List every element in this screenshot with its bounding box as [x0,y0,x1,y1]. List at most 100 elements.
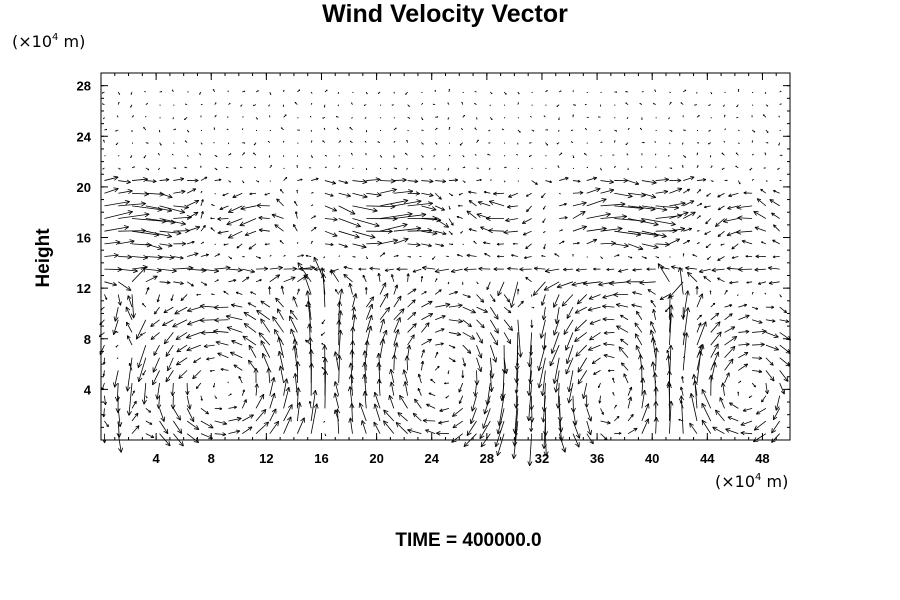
wind-vector [310,215,316,219]
vector-head [179,283,184,286]
vector-head [148,411,151,413]
vector-head [697,322,702,326]
vector-head [444,382,446,384]
wind-vector [407,191,420,196]
vector-head [102,414,105,418]
vector-head [307,323,310,329]
vector-head [199,303,205,307]
wind-vector [485,215,505,222]
vector-shaft [228,268,243,271]
vector-head [680,201,686,204]
vector-shaft [172,383,174,396]
wind-vector [586,187,601,194]
wind-vector [242,426,253,435]
vector-head [399,394,404,399]
wind-vector [186,154,189,157]
vector-head [104,439,107,444]
wind-vector [681,142,684,145]
vector-shaft [159,420,169,434]
wind-vector [552,357,560,384]
vector-shaft [526,205,532,212]
wind-vector [650,337,657,358]
vector-head [144,193,149,197]
vector-head [608,283,614,286]
vector-head [314,227,317,230]
vector-head [140,228,146,232]
wind-vector [196,293,201,296]
wind-vector [494,420,505,448]
vector-head [471,334,476,340]
vector-head [373,421,378,426]
vector-head [314,215,316,218]
vector-head [389,381,392,387]
vector-shaft [589,332,601,341]
vector-head [660,266,664,270]
vector-dot [545,167,547,169]
wind-vector [186,408,195,423]
wind-vector [537,357,546,389]
wind-vector [412,412,422,422]
vector-head [363,193,368,198]
wind-vector [598,395,602,404]
vector-head [124,199,130,202]
y-unit-prefix: (×10 [12,32,53,51]
vector-head [485,218,491,222]
wind-vector [115,344,119,348]
wind-vector [393,284,399,295]
vector-head [158,245,163,250]
wind-vector [269,392,276,409]
vector-head [671,221,676,225]
wind-vector [389,381,395,396]
vector-head [541,417,544,423]
wind-vector [737,391,740,396]
vector-head [432,215,438,219]
vector-head [192,374,195,379]
vector-head [497,420,500,426]
wind-vector [289,309,298,321]
wind-vector [572,190,584,195]
vector-shaft [586,213,611,219]
vector-shaft [145,243,163,250]
vector-head [157,267,162,272]
wind-vector [200,420,214,429]
vector-head [256,383,259,388]
vector-head [130,313,135,319]
wind-vector [631,303,642,308]
vector-shaft [436,432,449,435]
vector-head [654,221,659,226]
vector-head [422,418,428,421]
vector-head [428,243,432,247]
vector-head [442,315,446,319]
vector-head [352,293,357,298]
vector-shaft [352,243,367,248]
vector-shaft [497,433,505,456]
vector-shaft [379,188,397,194]
vector-head [698,344,703,349]
vector-head [126,321,130,325]
vector-head [427,201,433,204]
vector-shaft [131,230,160,236]
vector-head [603,343,607,347]
vector-head [138,377,143,382]
vector-head [244,232,249,236]
wind-vector [563,267,573,272]
wind-vector [706,256,712,260]
vector-shaft [274,329,284,346]
vector-dot [545,155,547,157]
vector-shaft [701,419,712,434]
wind-vector [421,349,425,358]
vector-head [269,286,272,290]
wind-vector [539,319,546,339]
vector-head [775,406,780,411]
vector-shaft [379,252,386,257]
vector-head [438,198,442,200]
vector-head [174,128,176,131]
vector-head [162,321,166,326]
vector-head [231,303,236,306]
vector-head [689,423,691,428]
vector-shaft [235,291,243,295]
wind-vector [632,268,642,272]
vector-head [264,268,269,271]
vector-shaft [572,192,584,194]
